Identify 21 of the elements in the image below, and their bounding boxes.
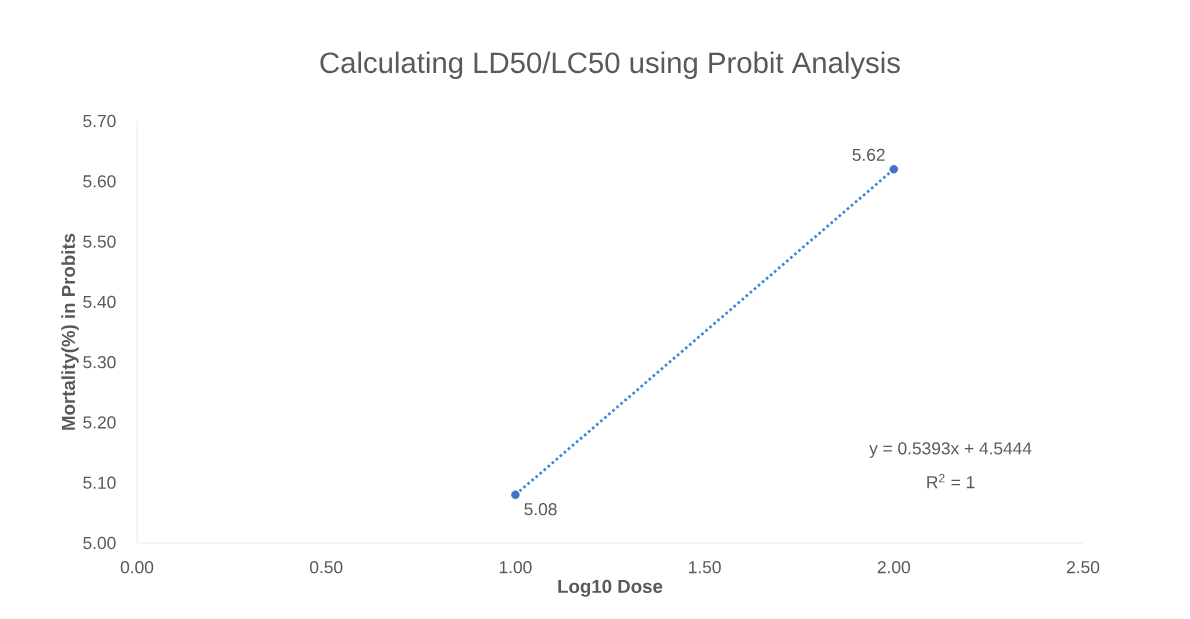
y-axis-title: Mortality(%) in Probits [61, 233, 79, 430]
y-tick-label: 5.60 [83, 175, 116, 188]
x-tick-label: 0.50 [310, 561, 343, 574]
data-label: 5.62 [852, 148, 885, 161]
x-tick-label: 1.50 [689, 561, 721, 574]
annotation: R$^{2}$ = 1 [927, 473, 975, 489]
y-tick-label: 5.70 [83, 114, 116, 128]
x-tick-label: 2.00 [877, 561, 910, 574]
y-tick-label: 5.50 [83, 235, 116, 248]
chart-title: Calculating LD50/LC50 using Probit Analysis [320, 51, 900, 79]
x-tick-label: 2.50 [1067, 561, 1100, 574]
x-tick-label: 0.00 [120, 561, 154, 574]
y-tick-label: 5.00 [83, 536, 116, 550]
y-tick-label: 5.20 [83, 416, 116, 429]
annotation: y = 0.5393x + 4.5444 [869, 442, 1032, 458]
x-tick-label: 1.00 [499, 561, 532, 574]
y-tick-label: 5.40 [83, 295, 116, 308]
data-label: 5.08 [524, 503, 557, 516]
y-tick-label: 5.30 [83, 356, 116, 369]
y-tick-label: 5.10 [83, 476, 116, 489]
x-axis-title: Log10 Dose [558, 579, 663, 597]
